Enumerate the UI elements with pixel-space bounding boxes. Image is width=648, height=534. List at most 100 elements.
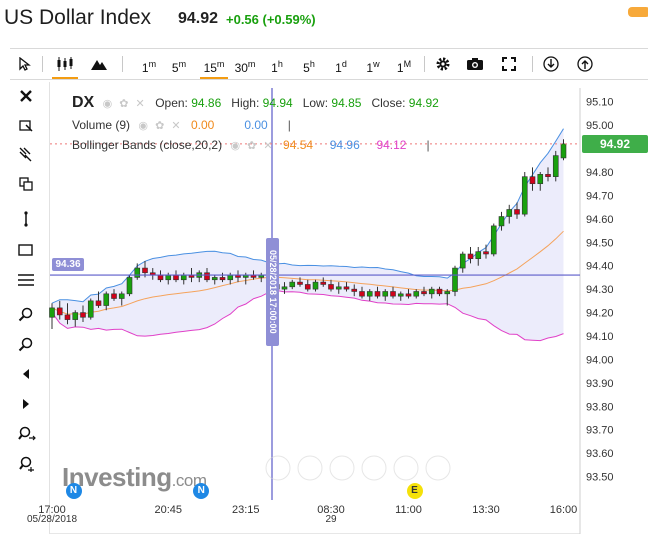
nav-reset-icon[interactable] [361, 455, 387, 481]
candle [490, 223, 497, 257]
candle [374, 286, 381, 299]
candle [413, 289, 420, 299]
x-tick-label: 11:00 [395, 504, 422, 516]
low-label: Low: [302, 96, 329, 110]
candle-body [142, 267, 148, 274]
scroll-right-icon[interactable] [18, 396, 36, 414]
nav-left-icon[interactable] [265, 455, 291, 481]
zoom-in-icon[interactable] [18, 306, 36, 324]
scroll-left-icon[interactable] [18, 366, 36, 384]
interval-5h-button[interactable]: 5h [303, 59, 315, 75]
candle-body [552, 155, 559, 177]
x-tick-label: 08:30 [317, 504, 345, 516]
nav-right-icon[interactable] [425, 455, 451, 481]
bollinger-lower-line [51, 289, 564, 342]
y-tick-label: 95.00 [586, 120, 614, 132]
candle [250, 270, 257, 280]
trendline-icon[interactable] [18, 210, 36, 228]
candle-body [87, 300, 94, 318]
candle-body [281, 286, 288, 290]
gear-icon[interactable] [432, 49, 454, 79]
interval-1w-button[interactable]: 1w [366, 59, 380, 75]
candle [111, 289, 117, 301]
price-change: +0.56 (+0.59%) [226, 12, 316, 27]
event-badge-N[interactable]: N [193, 483, 210, 499]
candle-body [498, 216, 505, 227]
rectangle-icon[interactable] [18, 242, 36, 260]
y-tick-label: 94.80 [586, 167, 614, 179]
candle-body [382, 291, 389, 297]
volume-value-a: 0.00 [190, 118, 215, 132]
candle [560, 139, 567, 161]
high-value: 94.94 [262, 96, 293, 110]
zoom-forward-icon[interactable] [18, 426, 36, 444]
candle-body [80, 312, 86, 318]
candle-body [95, 300, 102, 306]
candle [188, 268, 195, 283]
candle-body [428, 288, 435, 295]
interval-1d-button[interactable]: 1d [335, 59, 347, 75]
bb-mid-value: 94.54 [283, 138, 314, 152]
candle-body [211, 277, 218, 281]
event-badge-N[interactable]: N [65, 483, 82, 499]
nav-zoom-out-icon[interactable] [329, 455, 355, 481]
candle [149, 268, 156, 280]
candle-body [297, 281, 303, 285]
y-tick-label: 94.70 [586, 190, 614, 202]
bollinger-toggle-icons[interactable]: ◉ ✿ ✕ [225, 140, 280, 152]
volume-toggle-icons[interactable]: ◉ ✿ ✕ [133, 120, 188, 132]
alert-tag-icon[interactable] [628, 7, 648, 17]
candle-body [359, 291, 365, 297]
candle [204, 268, 210, 283]
upload-icon[interactable] [574, 49, 596, 79]
candle-body [56, 307, 63, 316]
interval-15m-button[interactable]: 15m [200, 49, 228, 79]
fibonacci-icon[interactable] [18, 272, 36, 290]
candle-body [521, 176, 528, 215]
interval-1h-button[interactable]: 1h [271, 59, 283, 75]
candle [157, 270, 164, 283]
candle-body [219, 277, 226, 281]
y-tick-label: 94.10 [586, 331, 614, 343]
legend-toggle-icons[interactable]: ◉ ✿ ✕ [97, 98, 152, 110]
fullscreen-icon[interactable] [498, 49, 520, 79]
interval-5m-button[interactable]: 5m [171, 59, 187, 75]
camera-icon[interactable] [464, 49, 486, 79]
interval-30m-button[interactable]: 30m [234, 59, 256, 75]
candle [343, 282, 350, 292]
candlestick-icon[interactable] [52, 49, 78, 79]
candle-body [390, 291, 396, 297]
download-icon[interactable] [540, 49, 562, 79]
candle-body [250, 274, 257, 278]
interval-1m-button[interactable]: 1m [141, 59, 157, 75]
candle-body [421, 291, 427, 295]
candle [142, 261, 148, 278]
candle-body [514, 209, 520, 215]
y-tick-label: 94.00 [586, 354, 614, 366]
mountain-icon[interactable] [88, 49, 110, 79]
pointer-icon[interactable] [14, 49, 36, 79]
close-icon[interactable] [18, 88, 36, 106]
nav-zoom-in-icon[interactable] [297, 455, 323, 481]
candle-body [475, 251, 482, 259]
candle [529, 167, 536, 191]
cursor-cross-icon[interactable] [18, 118, 36, 136]
interval-1M-button[interactable]: 1M [396, 59, 412, 75]
candle [242, 272, 249, 285]
copy-icon[interactable] [18, 176, 36, 194]
candle [359, 286, 365, 299]
magnet-icon[interactable] [18, 146, 36, 164]
candle-body [111, 293, 117, 299]
candle-body [258, 274, 265, 278]
zoom-reset-icon[interactable] [18, 456, 36, 474]
last-price-label: 94.92 [582, 134, 648, 153]
event-badge-E[interactable]: E [406, 483, 423, 499]
zoom-out-icon[interactable] [18, 336, 36, 354]
candle [103, 291, 110, 311]
candle [506, 204, 513, 224]
candle-body [242, 274, 249, 278]
nav-fit-icon[interactable] [393, 455, 419, 481]
open-label: Open: [155, 96, 188, 110]
candle-body [545, 174, 551, 177]
